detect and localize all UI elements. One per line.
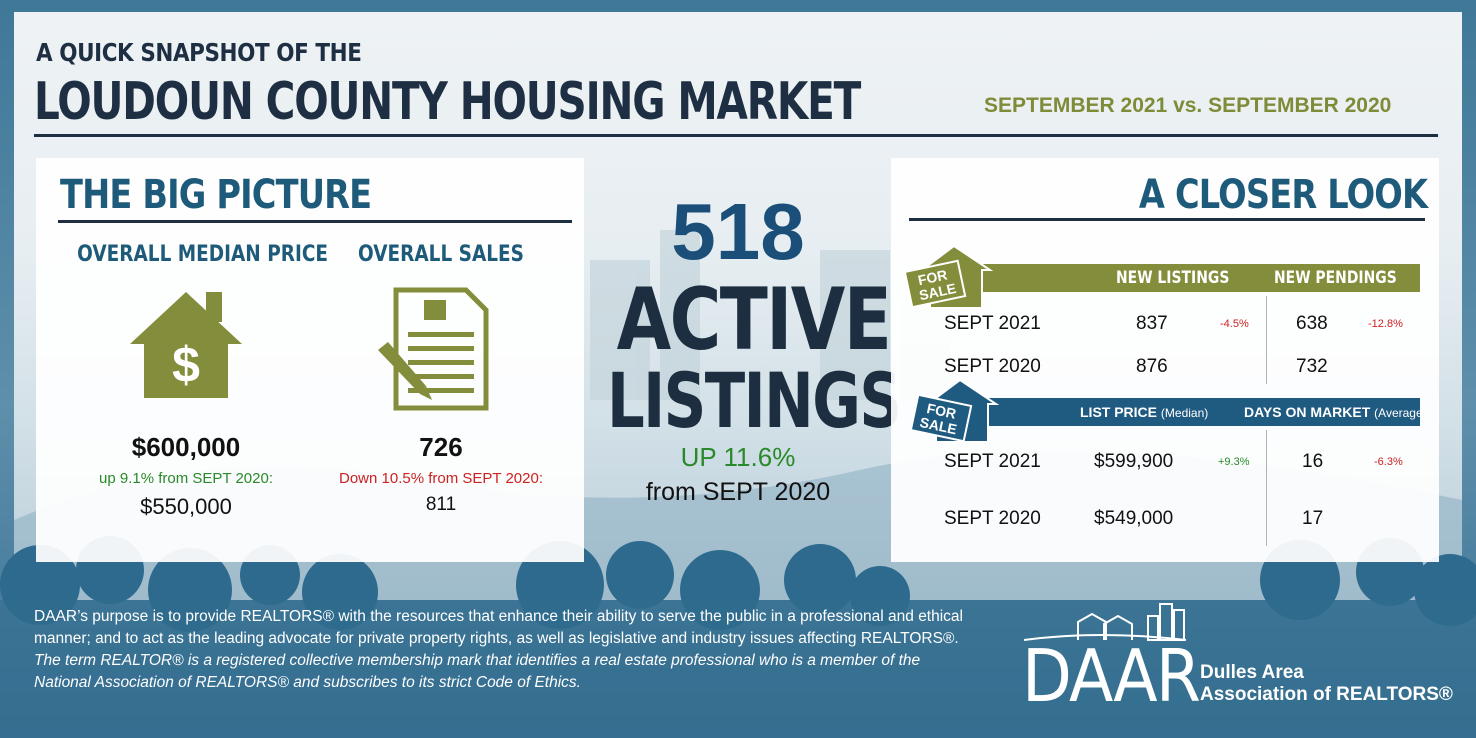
sales-change: Down 10.5% from SEPT 2020: [339, 470, 543, 487]
list-price-2021: $599,900 [1094, 451, 1174, 472]
for-sale-sign-line2: SALE [918, 280, 958, 303]
closer-look-divider [909, 218, 1425, 221]
median-price-heading: OVERALL MEDIAN PRICE [77, 242, 329, 267]
page-title: LOUDOUN COUNTY HOUSING MARKET [34, 72, 861, 132]
house-dollar-icon: $ [130, 292, 242, 398]
listings-word: LISTINGS [606, 356, 902, 445]
new-pendings-2021: 638 [1296, 313, 1328, 334]
price-table-header: LIST PRICE (Median) DAYS ON MARKET (Aver… [968, 398, 1427, 426]
big-picture-divider [58, 220, 572, 223]
list-price-2020: $549,000 [1094, 508, 1174, 529]
days-on-market-2020: 17 [1302, 508, 1324, 529]
date-range: SEPTEMBER 2021 vs. SEPTEMBER 2020 [984, 94, 1392, 117]
list-price-change: +9.3% [1218, 456, 1250, 468]
days-on-market-change: -6.3% [1374, 456, 1403, 468]
daar-logo-name-line1: Dulles Area [1200, 662, 1304, 683]
header-divider [34, 134, 1438, 137]
big-picture-title: THE BIG PICTURE [60, 172, 372, 218]
active-listings-change: UP 11.6% [680, 442, 796, 472]
new-pendings-header: NEW PENDINGS [1274, 268, 1397, 288]
list-price-header: LIST PRICE (Median) [1080, 404, 1209, 420]
svg-text:$: $ [172, 337, 200, 393]
new-listings-2020: 876 [1136, 356, 1168, 377]
price-column-divider [1266, 430, 1267, 546]
daar-logo-houses-icon [1023, 603, 1187, 641]
active-listings-from: from SEPT 2020 [645, 478, 831, 506]
days-on-market-2021: 16 [1302, 451, 1324, 472]
price-row-2021-label: SEPT 2021 [944, 451, 1041, 472]
closer-look-card: A CLOSER LOOK [891, 158, 1439, 562]
listings-row-2021-label: SEPT 2021 [944, 313, 1041, 334]
price-row-2020-label: SEPT 2020 [944, 508, 1041, 529]
for-sale-sign-line1: FOR [925, 400, 957, 422]
listings-table-header: NEW LISTINGS NEW PENDINGS [968, 264, 1420, 292]
listings-column-divider [1266, 296, 1267, 384]
listings-row-2020-label: SEPT 2020 [944, 356, 1041, 377]
new-listings-header: NEW LISTINGS [1116, 268, 1230, 288]
for-sale-sign-line1: FOR [916, 266, 948, 288]
new-listings-change: -4.5% [1220, 318, 1249, 330]
mission-statement: DAAR’s purpose is to provide REALTORS® w… [34, 606, 974, 694]
median-price-previous: $550,000 [140, 494, 232, 519]
closer-look-title: A CLOSER LOOK [1138, 172, 1428, 218]
new-listings-2021: 837 [1136, 313, 1168, 334]
daar-logo-letters: DAAR [1022, 634, 1201, 718]
active-word: ACTIVE [616, 270, 892, 370]
kicker-text: A QUICK SNAPSHOT OF THE [36, 38, 362, 67]
big-picture-card: THE BIG PICTURE OVERALL MEDIAN PRICE OVE… [36, 158, 584, 562]
for-sale-house-icon-blue: FOR SALE [912, 378, 1000, 443]
daar-logo-name-line2: Association of REALTORS® [1200, 684, 1453, 705]
realtor-trademark-note: The term REALTOR® is a registered collec… [34, 652, 921, 691]
for-sale-house-icon-olive: FOR SALE [906, 244, 994, 309]
sales-value: 726 [419, 432, 463, 462]
sales-heading: OVERALL SALES [358, 242, 524, 267]
median-price-value: $600,000 [131, 432, 241, 462]
median-price-change: up 9.1% from SEPT 2020: [99, 470, 273, 487]
for-sale-sign-line2: SALE [918, 414, 958, 437]
document-pen-icon [378, 287, 489, 411]
active-listings-number: 518 [671, 187, 805, 276]
sales-previous: 811 [425, 494, 457, 515]
mission-text: DAAR’s purpose is to provide REALTORS® w… [34, 608, 963, 647]
new-pendings-2020: 732 [1296, 356, 1328, 377]
days-on-market-header: DAYS ON MARKET (Average) [1244, 404, 1427, 420]
new-pendings-change: -12.8% [1368, 318, 1403, 330]
